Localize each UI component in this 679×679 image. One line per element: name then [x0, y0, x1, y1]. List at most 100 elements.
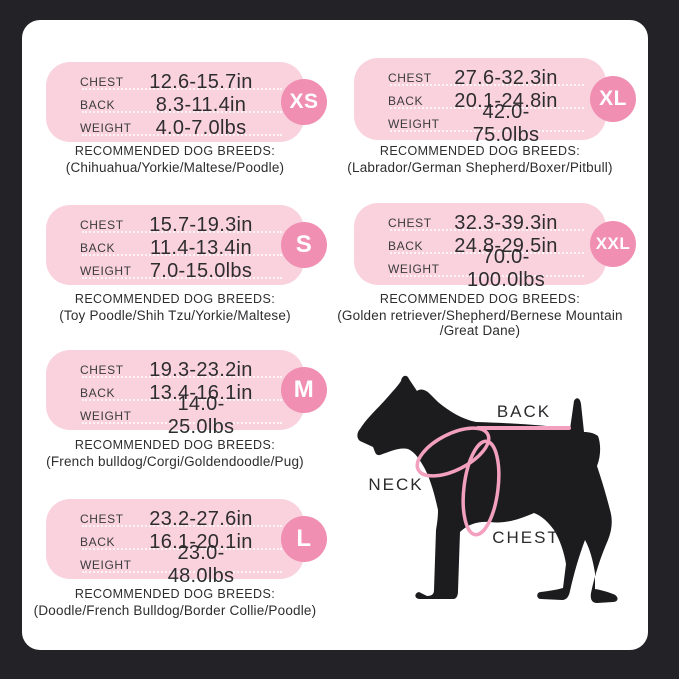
breeds-list: (French bulldog/Corgi/Goldendoodle/Pug)	[46, 454, 304, 469]
neck-diagram-label: NECK	[368, 475, 424, 494]
back-value: 13.4-16.1in	[149, 381, 253, 404]
dog-measurement-diagram: BACK NECK CHEST	[350, 372, 630, 617]
recommended-breeds-xxl: RECOMMENDED DOG BREEDS: (Golden retrieve…	[320, 292, 640, 338]
weight-row: WEIGHT 42.0-75.0lbs	[354, 101, 606, 146]
chest-label: CHEST	[80, 512, 124, 526]
recommended-breeds-m: RECOMMENDED DOG BREEDS: (French bulldog/…	[25, 438, 325, 469]
chest-measure-ring	[461, 439, 501, 537]
chest-label: CHEST	[388, 71, 432, 85]
chest-label: CHEST	[80, 363, 124, 377]
size-chart-panel: CHEST 12.6-15.7in BACK 8.3-11.4in WEIGHT…	[22, 20, 648, 650]
back-row: BACK 20.1-24.8in	[354, 90, 606, 112]
recommended-breeds-l: RECOMMENDED DOG BREEDS: (Doodle/French B…	[25, 587, 325, 618]
dotted-leader	[390, 275, 584, 277]
weight-label: WEIGHT	[80, 558, 132, 572]
chest-value: 23.2-27.6in	[149, 507, 253, 530]
weight-row: WEIGHT 4.0-7.0lbs	[46, 117, 304, 139]
chest-row: CHEST 15.7-19.3in	[46, 214, 304, 236]
breeds-list: (Golden retriever/Shepherd/Bernese Mount…	[337, 308, 623, 338]
recommended-title: RECOMMENDED DOG BREEDS:	[74, 292, 276, 306]
back-label: BACK	[80, 386, 116, 400]
weight-label: WEIGHT	[388, 117, 440, 131]
size-card-xl: CHEST 27.6-32.3in BACK 20.1-24.8in WEIGH…	[354, 58, 606, 146]
back-label: BACK	[80, 241, 116, 255]
weight-label: WEIGHT	[388, 262, 440, 276]
dotted-leader	[390, 84, 584, 86]
chest-row: CHEST 23.2-27.6in	[46, 508, 304, 530]
back-value: 20.1-24.8in	[454, 89, 558, 112]
dotted-leader	[390, 252, 584, 254]
back-row: BACK 13.4-16.1in	[46, 382, 304, 404]
size-badge-xl: XL	[590, 76, 636, 122]
weight-label: WEIGHT	[80, 121, 132, 135]
recommended-breeds-xl: RECOMMENDED DOG BREEDS: (Labrador/German…	[320, 144, 640, 175]
back-row: BACK 24.8-29.5in	[354, 235, 606, 257]
weight-row: WEIGHT 23.0-48.0lbs	[46, 542, 304, 587]
dotted-leader	[82, 88, 282, 90]
back-value: 11.4-13.4in	[150, 236, 252, 259]
recommended-title: RECOMMENDED DOG BREEDS:	[379, 144, 581, 158]
size-card-xs: CHEST 12.6-15.7in BACK 8.3-11.4in WEIGHT…	[46, 62, 304, 142]
dotted-leader	[390, 107, 584, 109]
weight-value: 7.0-15.0lbs	[149, 259, 253, 282]
chest-diagram-label: CHEST	[492, 528, 560, 547]
dotted-leader	[390, 130, 584, 132]
back-row: BACK 8.3-11.4in	[46, 94, 304, 116]
weight-label: WEIGHT	[80, 409, 132, 423]
dotted-leader	[82, 399, 282, 401]
chest-value: 12.6-15.7in	[149, 70, 253, 93]
chest-value: 15.7-19.3in	[149, 213, 253, 236]
breeds-list: (Labrador/German Shepherd/Boxer/Pitbull)	[347, 160, 613, 175]
weight-value: 4.0-7.0lbs	[155, 116, 247, 139]
dotted-leader	[82, 571, 282, 573]
back-value: 24.8-29.5in	[454, 234, 558, 257]
dotted-leader	[82, 548, 282, 550]
weight-row: WEIGHT 70.0-100.0lbs	[354, 246, 606, 291]
dog-silhouette	[357, 375, 618, 603]
recommended-title: RECOMMENDED DOG BREEDS:	[74, 438, 276, 452]
back-label: BACK	[80, 98, 116, 112]
recommended-title: RECOMMENDED DOG BREEDS:	[74, 144, 276, 158]
breeds-list: (Doodle/French Bulldog/Border Collie/Poo…	[33, 603, 317, 618]
chest-row: CHEST 19.3-23.2in	[46, 359, 304, 381]
size-badge-s: S	[281, 222, 327, 268]
size-badge-l: L	[281, 516, 327, 562]
breeds-list: (Chihuahua/Yorkie/Maltese/Poodle)	[65, 160, 285, 175]
weight-value: 70.0-100.0lbs	[466, 246, 545, 291]
back-label: BACK	[388, 239, 424, 253]
dog-silhouette-graphic	[357, 375, 618, 603]
size-card-m: CHEST 19.3-23.2in BACK 13.4-16.1in WEIGH…	[46, 350, 304, 438]
weight-row: WEIGHT 14.0-25.0lbs	[46, 393, 304, 438]
dotted-leader	[82, 254, 282, 256]
dotted-leader	[82, 525, 282, 527]
size-badge-xs: XS	[281, 79, 327, 125]
chest-row: CHEST 32.3-39.3in	[354, 212, 606, 234]
dotted-leader	[82, 134, 282, 136]
weight-label: WEIGHT	[80, 264, 132, 278]
neck-measure-ring	[415, 426, 491, 478]
weight-row: WEIGHT 7.0-15.0lbs	[46, 260, 304, 282]
weight-value: 14.0-25.0lbs	[167, 393, 235, 438]
dotted-leader	[390, 229, 584, 231]
back-label: BACK	[388, 94, 424, 108]
back-row: BACK 16.1-20.1in	[46, 531, 304, 553]
size-badge-m: M	[281, 367, 327, 413]
back-value: 8.3-11.4in	[155, 93, 247, 116]
breeds-list: (Toy Poodle/Shih Tzu/Yorkie/Maltese)	[59, 308, 291, 323]
chest-label: CHEST	[80, 75, 124, 89]
weight-value: 42.0-75.0lbs	[472, 101, 540, 146]
dotted-leader	[82, 277, 282, 279]
chest-value: 32.3-39.3in	[454, 211, 558, 234]
dotted-leader	[82, 231, 282, 233]
chest-value: 27.6-32.3in	[454, 66, 558, 89]
recommended-title: RECOMMENDED DOG BREEDS:	[379, 292, 581, 306]
back-diagram-label: BACK	[496, 402, 552, 421]
size-card-s: CHEST 15.7-19.3in BACK 11.4-13.4in WEIGH…	[46, 205, 304, 285]
recommended-breeds-xs: RECOMMENDED DOG BREEDS: (Chihuahua/Yorki…	[25, 144, 325, 175]
size-badge-xxl: XXL	[590, 221, 636, 267]
chest-label: CHEST	[80, 218, 124, 232]
chest-row: CHEST 12.6-15.7in	[46, 71, 304, 93]
recommended-breeds-s: RECOMMENDED DOG BREEDS: (Toy Poodle/Shih…	[25, 292, 325, 323]
chest-row: CHEST 27.6-32.3in	[354, 67, 606, 89]
dotted-leader	[82, 422, 282, 424]
